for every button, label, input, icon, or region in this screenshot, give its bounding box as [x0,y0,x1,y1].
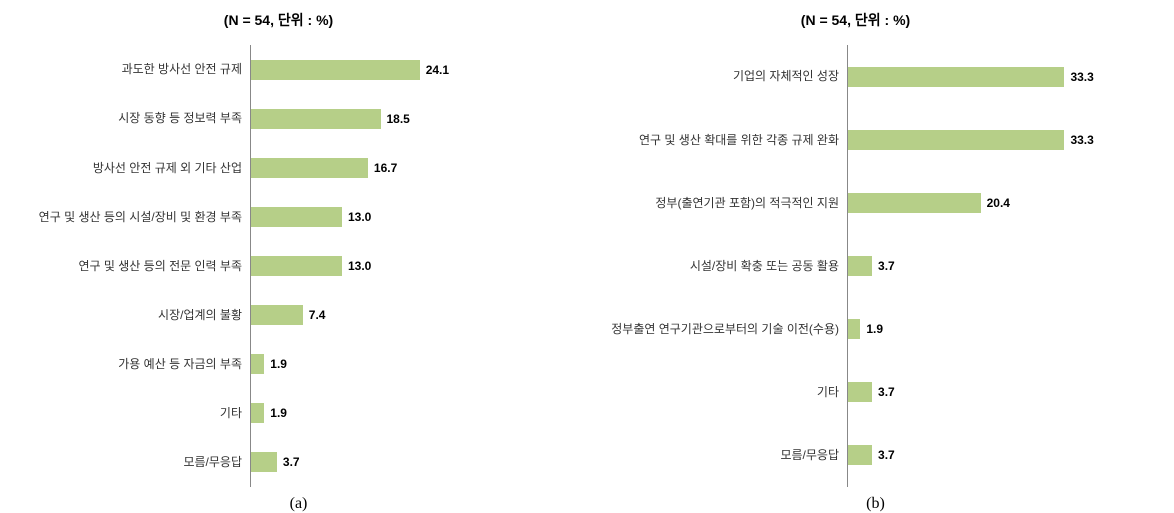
bar-label: 연구 및 생산 등의 시설/장비 및 환경 부족 [20,192,242,241]
bar-row: 1.9 [848,298,1144,361]
bar-row: 3.7 [848,234,1144,297]
chart-panel-a: (N = 54, 단위 : %) 과도한 방사선 안전 규제시장 동향 등 정보… [20,10,587,513]
bar-label: 기타 [20,389,242,438]
bar [848,319,860,339]
bar-label: 모름/무응답 [597,424,839,487]
bar [848,445,872,465]
chart-a-header: (N = 54, 단위 : %) [20,10,577,30]
bar-label: 가용 예산 등 자금의 부족 [20,340,242,389]
bar [848,130,1064,150]
bar-value: 1.9 [270,406,287,420]
bar-row: 1.9 [251,389,567,438]
bar-value: 16.7 [374,161,397,175]
bar-value: 13.0 [348,210,371,224]
bar-value: 20.4 [987,196,1010,210]
bar-value: 3.7 [878,448,895,462]
bar [251,256,342,276]
bar-value: 18.5 [387,112,410,126]
bar-row: 3.7 [848,361,1144,424]
bar-value: 3.7 [283,455,300,469]
charts-container: (N = 54, 단위 : %) 과도한 방사선 안전 규제시장 동향 등 정보… [0,0,1174,513]
bar [848,382,872,402]
bar [251,305,303,325]
bar-row: 20.4 [848,171,1144,234]
bar-label: 시장 동향 등 정보력 부족 [20,94,242,143]
bar [848,256,872,276]
bar-row: 18.5 [251,94,567,143]
bar-label: 과도한 방사선 안전 규제 [20,45,242,94]
bar [251,60,420,80]
bar-label: 연구 및 생산 등의 전문 인력 부족 [20,241,242,290]
chart-a-bars: 24.1 18.5 16.7 13.0 13.0 7.4 1.9 1.9 3.7 [250,45,577,487]
bar-label: 정부출연 연구기관으로부터의 기술 이전(수용) [597,298,839,361]
bar-label: 기업의 자체적인 성장 [597,45,839,108]
bar [251,452,277,472]
bar-label: 정부(출연기관 포함)의 적극적인 지원 [597,171,839,234]
bar-row: 13.0 [251,192,567,241]
bar-label: 시장/업계의 불황 [20,291,242,340]
bar-value: 24.1 [426,63,449,77]
chart-b-footer: (b) [597,495,1154,513]
bar-row: 24.1 [251,45,567,94]
bar [251,403,264,423]
bar-value: 1.9 [866,322,883,336]
chart-b-bars: 33.3 33.3 20.4 3.7 1.9 3.7 3.7 [847,45,1154,487]
bar-row: 33.3 [848,108,1144,171]
bar-value: 1.9 [270,357,287,371]
bar [251,207,342,227]
bar-label: 모름/무응답 [20,438,242,487]
bar-value: 33.3 [1070,133,1093,147]
bar-value: 33.3 [1070,70,1093,84]
bar-label: 시설/장비 확충 또는 공동 활용 [597,234,839,297]
chart-b-header: (N = 54, 단위 : %) [597,10,1154,30]
chart-a-labels: 과도한 방사선 안전 규제시장 동향 등 정보력 부족방사선 안전 규제 외 기… [20,45,250,487]
bar-row: 33.3 [848,45,1144,108]
bar-row: 16.7 [251,143,567,192]
bar [848,193,981,213]
bar [848,67,1064,87]
bar-row: 13.0 [251,241,567,290]
bar-row: 7.4 [251,291,567,340]
chart-b-labels: 기업의 자체적인 성장연구 및 생산 확대를 위한 각종 규제 완화정부(출연기… [597,45,847,487]
bar-value: 3.7 [878,259,895,273]
bar [251,158,368,178]
chart-panel-b: (N = 54, 단위 : %) 기업의 자체적인 성장연구 및 생산 확대를 … [587,10,1154,513]
bar [251,354,264,374]
bar [251,109,381,129]
bar-row: 1.9 [251,340,567,389]
bar-label: 방사선 안전 규제 외 기타 산업 [20,143,242,192]
bar-value: 13.0 [348,259,371,273]
chart-b-body: 기업의 자체적인 성장연구 및 생산 확대를 위한 각종 규제 완화정부(출연기… [597,45,1154,487]
bar-value: 3.7 [878,385,895,399]
bar-label: 연구 및 생산 확대를 위한 각종 규제 완화 [597,108,839,171]
chart-a-body: 과도한 방사선 안전 규제시장 동향 등 정보력 부족방사선 안전 규제 외 기… [20,45,577,487]
bar-label: 기타 [597,361,839,424]
bar-row: 3.7 [848,424,1144,487]
bar-value: 7.4 [309,308,326,322]
bar-row: 3.7 [251,438,567,487]
chart-a-footer: (a) [20,495,577,513]
